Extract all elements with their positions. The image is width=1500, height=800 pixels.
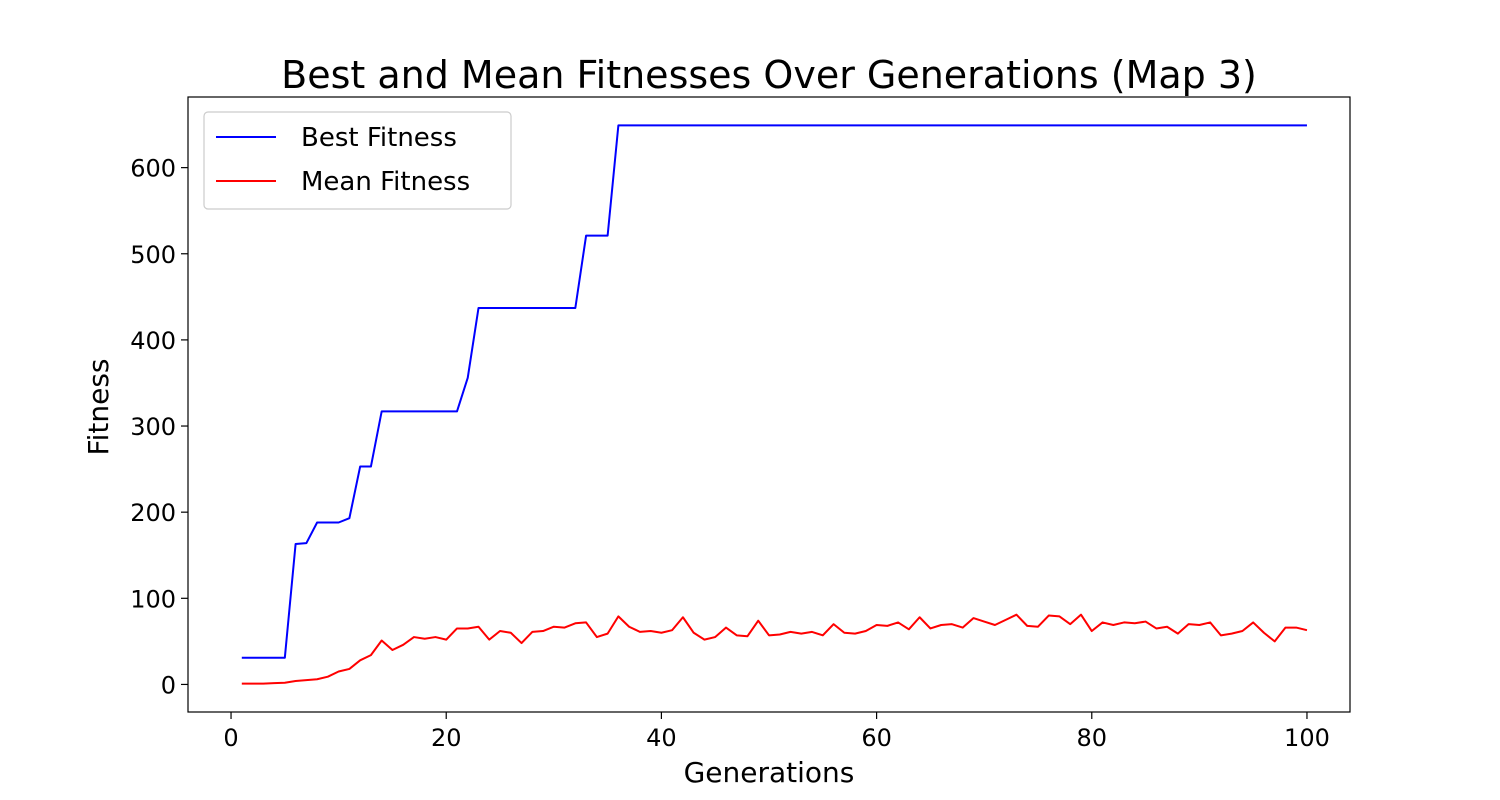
x-tick-label: 20 [431,724,462,752]
series-line-1 [241,613,1308,685]
x-axis: 0 20 40 60 80 100 [223,712,1330,752]
legend-label-0: Best Fitness [301,123,457,153]
y-tick-label: 200 [130,499,176,527]
y-tick-label: 500 [130,241,176,269]
legend-box [203,111,512,210]
x-tick-label: 100 [1284,724,1330,752]
y-axis: 0 100 200 300 400 500 600 [130,155,188,699]
y-tick-label: 0 [161,671,176,699]
chart-title: Best and Mean Fitnesses Over Generations… [281,53,1257,97]
y-tick-label: 600 [130,155,176,183]
x-tick-label: 40 [646,724,677,752]
series-line-0 [241,124,1307,659]
legend-label-1: Mean Fitness [301,167,470,197]
y-tick-label: 300 [130,413,176,441]
plot-area [187,96,1351,713]
y-axis-label: Fitness [82,359,115,456]
legend: Best Fitness Mean Fitness [203,111,512,210]
y-tick-label: 100 [130,585,176,613]
y-tick-label: 400 [130,327,176,355]
x-tick-label: 60 [861,724,892,752]
x-axis-label: Generations [684,756,855,789]
plot-frame [187,96,1351,713]
x-tick-label: 0 [223,724,238,752]
x-tick-label: 80 [1077,724,1108,752]
